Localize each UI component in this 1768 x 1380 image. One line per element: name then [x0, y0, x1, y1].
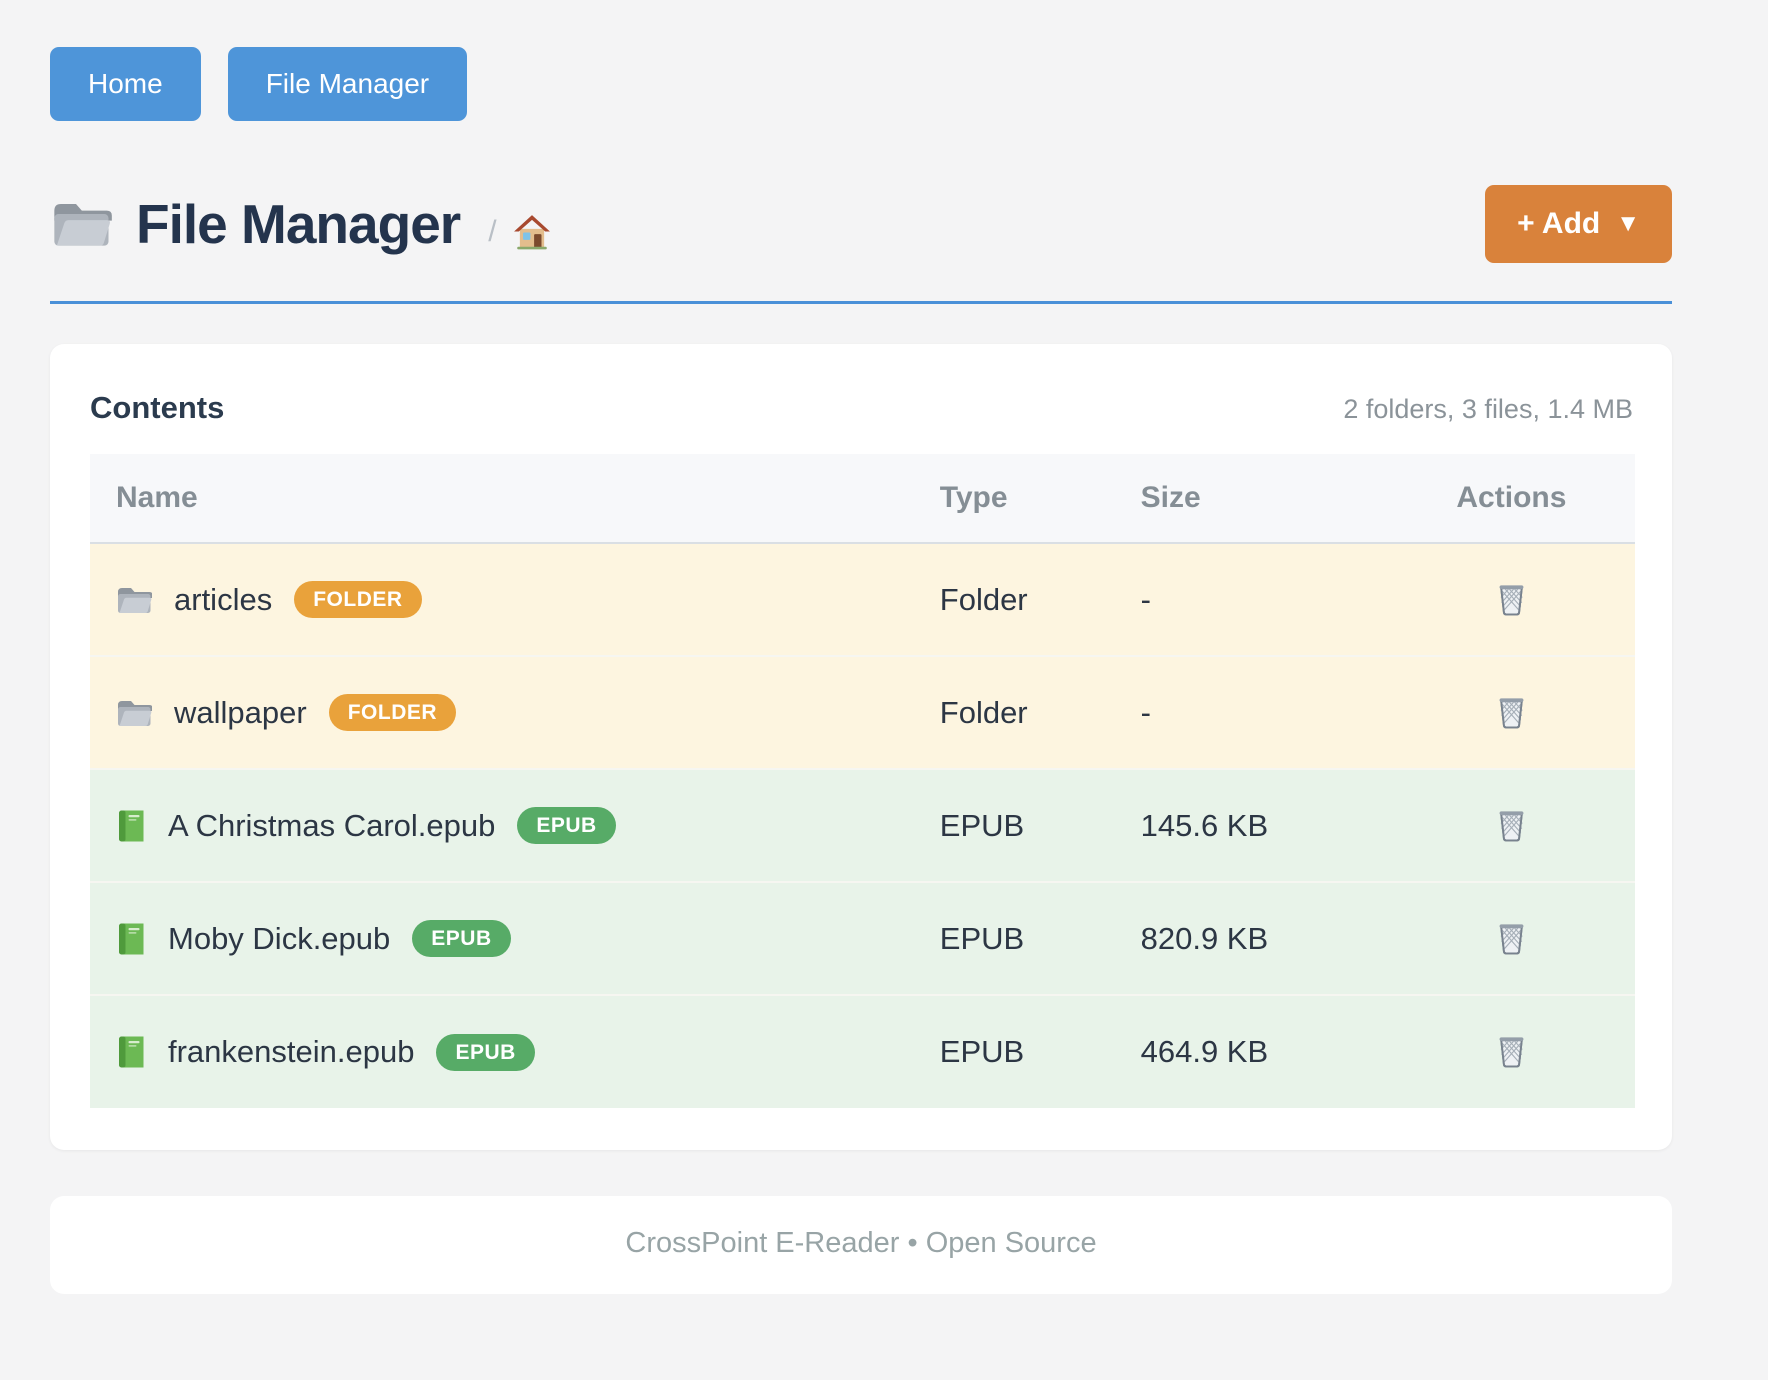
- table-row[interactable]: Moby Dick.epub EPUB EPUB 820.9 KB: [90, 882, 1635, 995]
- file-name: Moby Dick.epub: [168, 920, 391, 956]
- trash-icon: [1496, 1033, 1527, 1068]
- delete-button[interactable]: [1490, 575, 1533, 625]
- add-button[interactable]: + Add ▼: [1485, 185, 1672, 263]
- column-header-name: Name: [90, 454, 940, 544]
- page-title-text: File Manager: [136, 193, 461, 255]
- delete-button[interactable]: [1490, 801, 1533, 851]
- size-cell: 464.9 KB: [1140, 1034, 1269, 1069]
- size-cell: -: [1140, 694, 1151, 730]
- breadcrumb: /: [488, 214, 550, 250]
- file-table-head: Name Type Size Actions: [90, 454, 1635, 544]
- green-book-icon: [116, 1035, 146, 1069]
- type-cell: EPUB: [939, 920, 1025, 956]
- file-name: articles: [174, 581, 273, 617]
- file-name: wallpaper: [174, 694, 307, 730]
- chevron-down-icon: ▼: [1616, 210, 1640, 237]
- table-row[interactable]: wallpaper FOLDER Folder -: [90, 656, 1635, 769]
- file-name: A Christmas Carol.epub: [168, 807, 496, 843]
- name-cell: wallpaper FOLDER: [90, 694, 940, 731]
- delete-button[interactable]: [1490, 914, 1533, 964]
- title-divider: [50, 301, 1672, 304]
- page-title: File Manager: [50, 192, 461, 256]
- size-cell: 820.9 KB: [1140, 920, 1269, 956]
- contents-card-header: Contents 2 folders, 3 files, 1.4 MB: [90, 378, 1635, 454]
- green-book-icon: [116, 809, 146, 843]
- green-book-icon: [116, 922, 146, 956]
- top-nav: Home File Manager: [50, 47, 1672, 121]
- column-header-actions: Actions: [1387, 454, 1635, 544]
- contents-card: Contents 2 folders, 3 files, 1.4 MB Name…: [50, 344, 1672, 1150]
- name-cell: Moby Dick.epub EPUB: [90, 920, 940, 957]
- column-header-size: Size: [1140, 454, 1388, 544]
- footer-text: CrossPoint E-Reader • Open Source: [625, 1227, 1097, 1259]
- type-cell: EPUB: [939, 1034, 1025, 1069]
- name-cell: frankenstein.epub EPUB: [90, 1033, 940, 1071]
- size-cell: 145.6 KB: [1140, 807, 1269, 843]
- nav-file-manager-button[interactable]: File Manager: [227, 47, 468, 121]
- house-icon[interactable]: [513, 214, 551, 250]
- type-badge: FOLDER: [328, 694, 457, 731]
- name-cell: articles FOLDER: [90, 581, 940, 618]
- file-name: frankenstein.epub: [168, 1034, 415, 1069]
- type-cell: EPUB: [939, 807, 1025, 843]
- delete-button[interactable]: [1490, 688, 1533, 738]
- folder-icon: [116, 698, 152, 728]
- table-row[interactable]: articles FOLDER Folder -: [90, 543, 1635, 656]
- file-table: Name Type Size Actions: [90, 454, 1635, 1108]
- trash-icon: [1496, 581, 1527, 616]
- table-row[interactable]: frankenstein.epub EPUB EPUB 464.9 KB: [90, 995, 1635, 1108]
- trash-icon: [1496, 807, 1527, 842]
- column-header-type: Type: [939, 454, 1141, 544]
- type-badge: FOLDER: [294, 581, 422, 618]
- trash-icon: [1496, 920, 1527, 955]
- breadcrumb-separator: /: [488, 215, 497, 248]
- name-cell: A Christmas Carol.epub EPUB: [90, 807, 940, 844]
- type-cell: Folder: [939, 581, 1028, 617]
- folder-icon: [116, 585, 152, 615]
- file-table-body: articles FOLDER Folder -: [90, 543, 1635, 1108]
- page-header: File Manager / + Add ▼: [50, 185, 1672, 263]
- table-row[interactable]: A Christmas Carol.epub EPUB EPUB 145.6 K…: [90, 769, 1635, 882]
- footer: CrossPoint E-Reader • Open Source: [50, 1196, 1672, 1294]
- type-badge: EPUB: [412, 920, 511, 957]
- type-badge: EPUB: [517, 807, 616, 844]
- size-cell: -: [1140, 581, 1151, 617]
- type-badge: EPUB: [436, 1033, 535, 1071]
- nav-home-button[interactable]: Home: [50, 47, 201, 121]
- folder-icon: [50, 199, 112, 249]
- type-cell: Folder: [939, 694, 1028, 730]
- add-button-label: + Add: [1517, 207, 1601, 240]
- delete-button[interactable]: [1490, 1027, 1533, 1077]
- trash-icon: [1496, 694, 1527, 729]
- contents-summary: 2 folders, 3 files, 1.4 MB: [1343, 394, 1633, 424]
- contents-title: Contents: [90, 390, 225, 425]
